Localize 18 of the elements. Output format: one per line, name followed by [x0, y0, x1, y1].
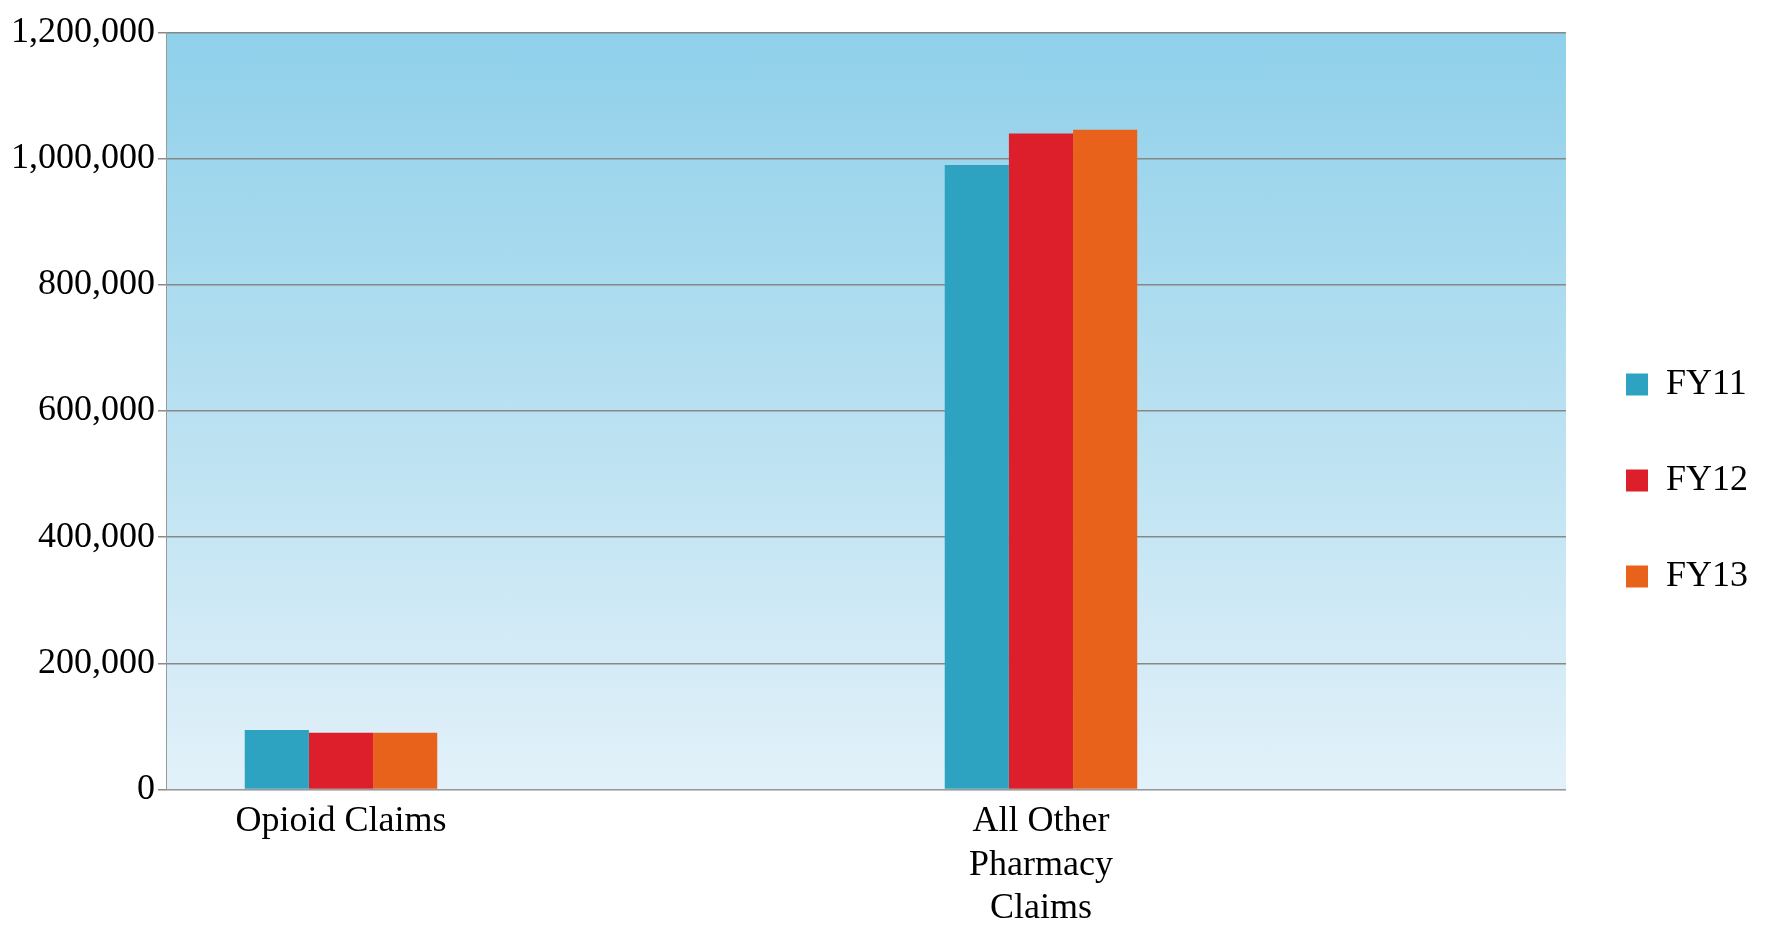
y-tick-label: 400,000	[38, 514, 155, 555]
y-tick-label: 600,000	[38, 388, 155, 429]
x-tick-label: All Other Pharmacy Claims	[969, 799, 1113, 926]
legend-label: FY12	[1665, 457, 1749, 498]
bar	[308, 732, 374, 789]
bar	[373, 732, 438, 789]
y-tick-label: 1,000,000	[11, 136, 155, 177]
y-tick-label: 200,000	[38, 640, 155, 681]
y-tick-label: 0	[137, 766, 155, 807]
legend-label: FY11	[1665, 361, 1747, 402]
bar	[244, 730, 309, 789]
bar	[944, 165, 1009, 789]
y-tick-label: 800,000	[38, 262, 155, 303]
legend-label: FY13	[1665, 553, 1749, 594]
x-tick-label: Opioid Claims	[235, 799, 447, 840]
bar	[1073, 129, 1138, 789]
bar	[1008, 133, 1074, 789]
y-tick-label: 1,200,000	[11, 10, 155, 51]
